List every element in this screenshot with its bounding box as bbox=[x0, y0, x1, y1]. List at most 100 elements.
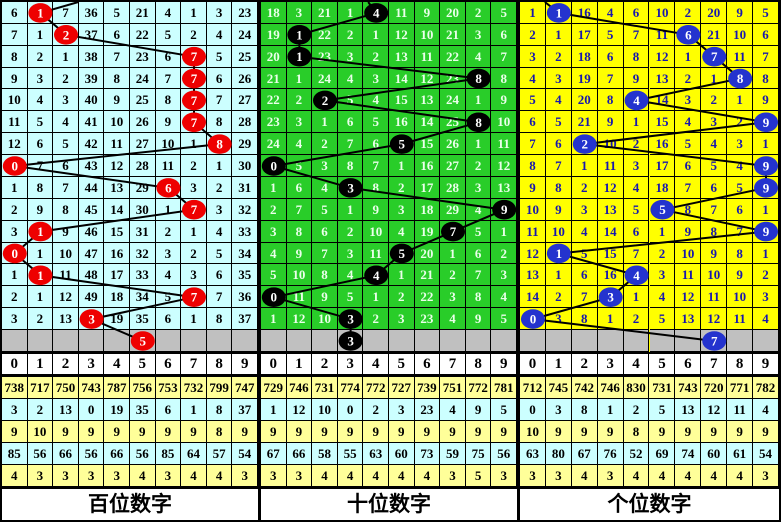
miss-cell: 4 bbox=[261, 242, 287, 265]
stats-cell: 9 bbox=[571, 421, 598, 443]
panel-label-hundreds: 百位数字 bbox=[2, 487, 258, 520]
stats-cell: 56 bbox=[130, 443, 156, 465]
miss-cell: 25 bbox=[130, 89, 156, 112]
miss-cell: 40 bbox=[78, 89, 105, 112]
miss-cell: 2 bbox=[53, 67, 79, 90]
miss-cell: 21 bbox=[130, 2, 156, 24]
prediction-row-cell bbox=[312, 330, 338, 352]
miss-cell: 1 bbox=[465, 133, 492, 156]
miss-cell bbox=[27, 220, 54, 243]
stats-cell: 731 bbox=[649, 377, 676, 399]
prediction-row-cell bbox=[53, 330, 79, 352]
miss-cell: 2 bbox=[727, 111, 754, 134]
stats-cell: 4 bbox=[571, 465, 598, 487]
stats-cell: 9 bbox=[2, 421, 28, 443]
miss-cell: 39 bbox=[78, 67, 105, 90]
miss-cell: 5 bbox=[337, 89, 364, 112]
miss-cell: 8 bbox=[727, 242, 754, 265]
stats-cell: 739 bbox=[414, 377, 441, 399]
stats-cell: 750 bbox=[53, 377, 79, 399]
miss-cell: 21 bbox=[571, 111, 598, 134]
miss-cell: 22 bbox=[440, 45, 466, 68]
miss-cell: 1 bbox=[363, 23, 389, 46]
miss-cell: 9 bbox=[104, 89, 130, 112]
miss-cell: 11 bbox=[491, 133, 517, 156]
stats-row: 9 10 9 9 9 9 9 9 8 9 bbox=[2, 421, 258, 443]
miss-cell: 4 bbox=[491, 286, 517, 309]
digit-column-header: 8 bbox=[727, 354, 754, 374]
miss-cell: 8 bbox=[520, 155, 546, 177]
prediction-row-cell bbox=[206, 330, 233, 352]
miss-cell: 6 bbox=[465, 242, 492, 265]
stats-cell: 743 bbox=[78, 377, 105, 399]
stats-cell: 3 bbox=[104, 465, 130, 487]
miss-cell: 35 bbox=[232, 264, 258, 287]
miss-cell: 2 bbox=[286, 89, 313, 112]
miss-cell: 18 bbox=[649, 176, 676, 199]
stats-tens: 729 746 731 774 772 727 739 751 772 781 1 12 10 0 2 3 23… bbox=[261, 377, 517, 487]
miss-cell: 1 bbox=[545, 264, 572, 287]
miss-cell: 7 bbox=[104, 45, 130, 68]
miss-cell: 31 bbox=[130, 220, 156, 243]
miss-cell: 10 bbox=[701, 264, 728, 287]
miss-cell bbox=[363, 264, 389, 287]
stats-cell: 4 bbox=[675, 465, 702, 487]
miss-cell: 18 bbox=[414, 198, 441, 221]
miss-cell: 9 bbox=[727, 2, 754, 24]
miss-cell: 2 bbox=[363, 45, 389, 68]
stats-cell: 57 bbox=[206, 443, 233, 465]
miss-cell: 4 bbox=[545, 89, 572, 112]
miss-cell: 8 bbox=[753, 67, 779, 90]
prediction-row-cell bbox=[78, 330, 105, 352]
miss-cell: 9 bbox=[286, 242, 313, 265]
miss-cell bbox=[363, 2, 389, 24]
miss-cell: 7 bbox=[623, 23, 650, 46]
stats-cell: 55 bbox=[337, 443, 364, 465]
miss-cell: 3 bbox=[53, 89, 79, 112]
prediction-row-cell bbox=[597, 330, 624, 352]
stats-cell: 9 bbox=[440, 421, 466, 443]
miss-cell: 10 bbox=[155, 133, 182, 156]
miss-cell bbox=[675, 23, 702, 46]
digit-column-header: 3 bbox=[338, 354, 364, 374]
miss-cell: 11 bbox=[597, 155, 624, 177]
miss-cell: 1 bbox=[27, 23, 54, 46]
stats-cell: 3 bbox=[27, 465, 54, 487]
miss-cell: 8 bbox=[675, 198, 702, 221]
miss-cell: 10 bbox=[286, 264, 313, 287]
stats-cell: 73 bbox=[414, 443, 441, 465]
miss-cell: 6 bbox=[155, 308, 182, 330]
miss-cell: 36 bbox=[232, 286, 258, 309]
stats-cell: 717 bbox=[27, 377, 54, 399]
miss-cell: 2 bbox=[337, 23, 364, 46]
prediction-row-cell bbox=[261, 330, 287, 352]
miss-cell: 1 bbox=[312, 111, 338, 134]
miss-cell: 1 bbox=[286, 67, 313, 90]
miss-cell: 2 bbox=[27, 308, 54, 330]
miss-cell: 9 bbox=[2, 67, 28, 90]
miss-cell: 2 bbox=[675, 2, 702, 24]
miss-cell: 32 bbox=[232, 198, 258, 221]
miss-cell: 10 bbox=[53, 242, 79, 265]
miss-cell: 2 bbox=[623, 308, 650, 330]
miss-cell: 1 bbox=[363, 286, 389, 309]
stats-cell: 64 bbox=[181, 443, 207, 465]
stats-cell: 4 bbox=[337, 465, 364, 487]
miss-cell: 4 bbox=[465, 45, 492, 68]
miss-cell: 2 bbox=[389, 176, 415, 199]
miss-cell: 22 bbox=[130, 23, 156, 46]
stats-cell: 4 bbox=[181, 465, 207, 487]
stats-cell: 8 bbox=[623, 421, 650, 443]
miss-cell: 29 bbox=[440, 198, 466, 221]
stats-cell: 772 bbox=[465, 377, 492, 399]
miss-cell bbox=[27, 264, 54, 287]
digit-column-header: 9 bbox=[232, 354, 258, 374]
stats-cell: 9 bbox=[491, 421, 517, 443]
stats-cell: 4 bbox=[2, 465, 28, 487]
miss-cell: 8 bbox=[286, 220, 313, 243]
digit-column-header: 4 bbox=[104, 354, 130, 374]
stats-cell: 729 bbox=[261, 377, 287, 399]
miss-cell: 2 bbox=[337, 220, 364, 243]
miss-cell: 1 bbox=[753, 198, 779, 221]
miss-cell: 6 bbox=[597, 45, 624, 68]
